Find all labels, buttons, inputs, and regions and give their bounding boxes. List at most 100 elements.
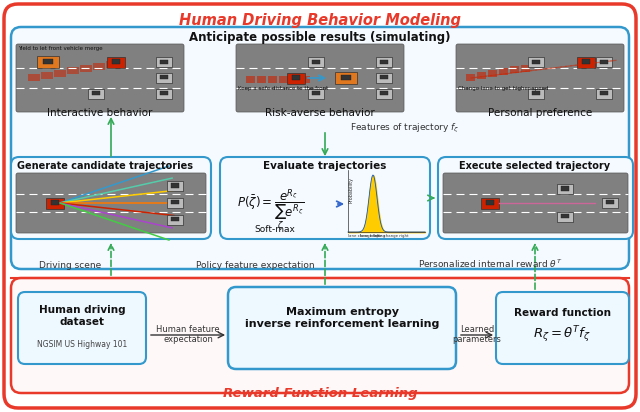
- Bar: [167, 181, 183, 191]
- Bar: [557, 212, 573, 222]
- Text: Personalized internal reward $\theta^T$: Personalized internal reward $\theta^T$: [418, 258, 562, 270]
- Bar: [161, 60, 168, 64]
- Text: Features of trajectory $f_\zeta$: Features of trajectory $f_\zeta$: [350, 122, 460, 135]
- Bar: [28, 74, 40, 81]
- Bar: [596, 57, 612, 67]
- Bar: [600, 60, 607, 64]
- Bar: [528, 57, 544, 67]
- Text: Interactive behavior: Interactive behavior: [47, 108, 153, 118]
- Text: Human feature
expectation: Human feature expectation: [156, 325, 220, 344]
- Bar: [577, 57, 595, 68]
- Bar: [156, 73, 172, 83]
- Bar: [308, 89, 324, 98]
- Text: lane change right: lane change right: [374, 234, 408, 238]
- Text: Generate candidate trajectories: Generate candidate trajectories: [17, 161, 193, 171]
- Bar: [246, 76, 255, 83]
- Bar: [93, 91, 100, 95]
- Bar: [582, 59, 590, 64]
- FancyBboxPatch shape: [220, 157, 430, 239]
- Text: Change lane to get higher speed: Change lane to get higher speed: [458, 86, 548, 91]
- Text: Reward function: Reward function: [513, 308, 611, 318]
- Bar: [602, 198, 618, 208]
- Text: Policy feature expectation: Policy feature expectation: [196, 261, 314, 270]
- Bar: [290, 76, 299, 83]
- Bar: [156, 89, 172, 98]
- Bar: [112, 59, 120, 64]
- Bar: [67, 68, 79, 75]
- Text: Human Driving Behavior Modeling: Human Driving Behavior Modeling: [179, 13, 461, 28]
- Text: Evaluate trajectories: Evaluate trajectories: [263, 161, 387, 171]
- Bar: [341, 75, 351, 80]
- Bar: [488, 70, 497, 77]
- Bar: [156, 57, 172, 67]
- Bar: [46, 197, 64, 208]
- Text: NGSIM US Highway 101: NGSIM US Highway 101: [37, 340, 127, 349]
- Text: $P(\bar{\zeta}) = \dfrac{e^{R_\zeta}}{\sum_\zeta e^{R_\zeta}}$: $P(\bar{\zeta}) = \dfrac{e^{R_\zeta}}{\s…: [237, 187, 304, 233]
- Bar: [107, 57, 125, 68]
- Bar: [596, 89, 612, 98]
- Bar: [561, 186, 568, 191]
- Bar: [466, 74, 475, 81]
- Bar: [312, 60, 319, 64]
- FancyBboxPatch shape: [11, 278, 629, 393]
- Text: Driving scene: Driving scene: [39, 261, 101, 270]
- Bar: [287, 73, 305, 84]
- Bar: [521, 65, 530, 72]
- FancyBboxPatch shape: [443, 173, 628, 233]
- Bar: [106, 61, 118, 68]
- Bar: [376, 89, 392, 98]
- Bar: [167, 215, 183, 225]
- Bar: [561, 214, 568, 218]
- FancyBboxPatch shape: [4, 4, 636, 408]
- Text: $R_\zeta = \theta^T f_\zeta$: $R_\zeta = \theta^T f_\zeta$: [533, 325, 591, 345]
- Bar: [600, 91, 607, 95]
- Bar: [172, 183, 179, 187]
- FancyBboxPatch shape: [496, 292, 629, 364]
- Bar: [93, 63, 105, 70]
- Bar: [486, 200, 494, 204]
- Bar: [80, 65, 92, 72]
- Bar: [380, 75, 388, 80]
- Text: Keep a safe distance to the front: Keep a safe distance to the front: [238, 86, 328, 91]
- Bar: [499, 68, 508, 75]
- Bar: [172, 217, 179, 221]
- Bar: [376, 73, 392, 83]
- Text: Soft-max: Soft-max: [254, 225, 295, 234]
- Bar: [532, 60, 540, 64]
- Text: Anticipate possible results (simulating): Anticipate possible results (simulating): [189, 31, 451, 44]
- Bar: [37, 56, 59, 68]
- Bar: [257, 76, 266, 83]
- Text: lane keeping: lane keeping: [360, 234, 385, 238]
- Bar: [380, 60, 388, 64]
- Text: Maximum entropy
inverse reinforcement learning: Maximum entropy inverse reinforcement le…: [245, 307, 439, 329]
- Bar: [301, 76, 310, 83]
- Bar: [43, 59, 53, 64]
- Bar: [510, 66, 519, 73]
- Bar: [380, 91, 388, 95]
- Text: Personal preference: Personal preference: [488, 108, 592, 118]
- Bar: [268, 76, 277, 83]
- Bar: [167, 198, 183, 208]
- FancyBboxPatch shape: [236, 44, 404, 112]
- Bar: [376, 57, 392, 67]
- Bar: [279, 76, 288, 83]
- Text: lane change left: lane change left: [348, 234, 380, 238]
- FancyBboxPatch shape: [11, 157, 211, 239]
- Bar: [308, 57, 324, 67]
- Bar: [557, 184, 573, 194]
- Text: Reward Function Learning: Reward Function Learning: [223, 387, 417, 400]
- Bar: [607, 200, 614, 204]
- Bar: [312, 91, 319, 95]
- FancyBboxPatch shape: [228, 287, 456, 369]
- Bar: [172, 200, 179, 204]
- Bar: [41, 72, 53, 79]
- Text: Human driving
dataset: Human driving dataset: [38, 305, 125, 327]
- FancyBboxPatch shape: [438, 157, 633, 239]
- Bar: [532, 91, 540, 95]
- Text: Probability: Probability: [348, 177, 353, 203]
- FancyBboxPatch shape: [456, 44, 624, 112]
- Bar: [528, 89, 544, 98]
- Bar: [51, 200, 59, 204]
- FancyBboxPatch shape: [11, 27, 629, 269]
- Bar: [54, 70, 66, 77]
